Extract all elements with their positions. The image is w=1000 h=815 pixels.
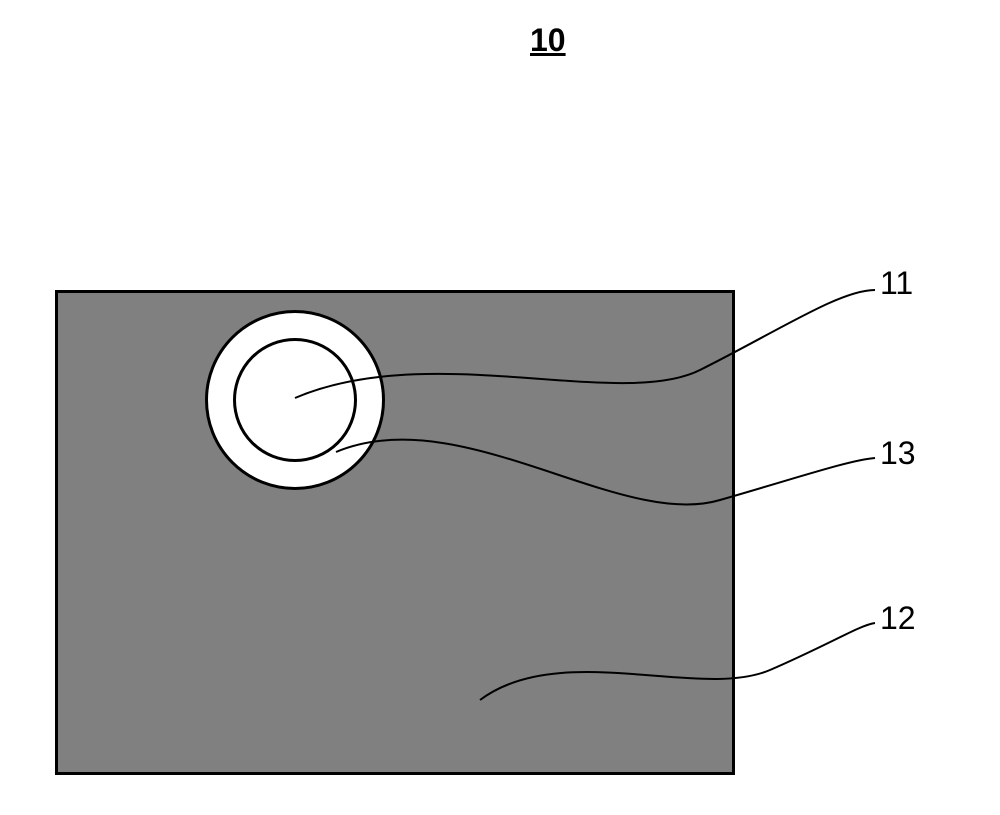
part-label-12: 12	[880, 600, 916, 637]
part-label-13: 13	[880, 435, 916, 472]
part-label-11: 11	[880, 265, 913, 302]
figure-label: 10	[530, 22, 566, 59]
inner-circle	[233, 338, 357, 462]
main-rectangle	[55, 290, 735, 775]
